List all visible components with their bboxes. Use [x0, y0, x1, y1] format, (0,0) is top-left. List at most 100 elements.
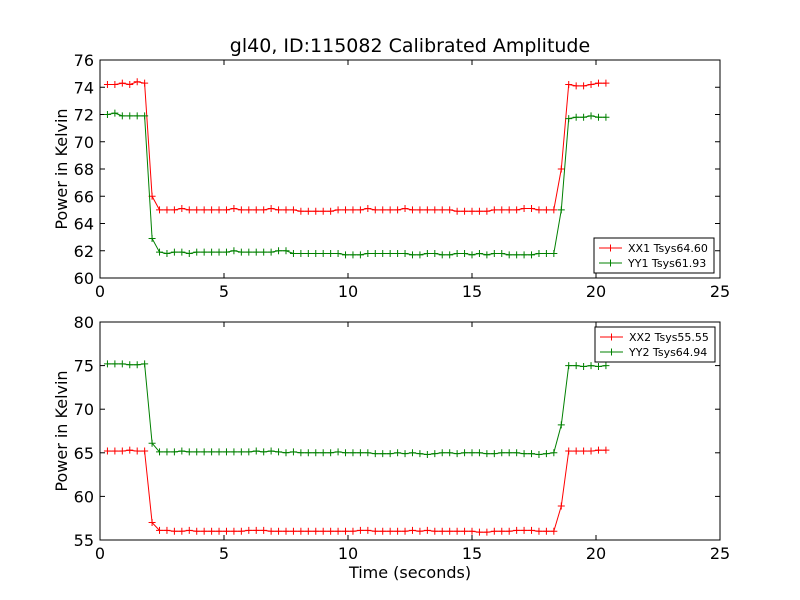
data-point-marker	[416, 527, 424, 535]
data-point-marker	[304, 449, 312, 457]
y-tick-label: 76	[74, 51, 94, 70]
data-point-marker	[490, 249, 498, 257]
data-point-marker	[267, 447, 275, 455]
data-point-marker	[498, 206, 506, 214]
data-point-marker	[193, 206, 201, 214]
data-point-marker	[208, 206, 216, 214]
data-point-marker	[111, 81, 119, 89]
data-point-marker	[468, 251, 476, 259]
data-point-marker	[141, 112, 149, 120]
data-point-marker	[141, 360, 149, 368]
y-axis-label: Power in Kelvin	[52, 108, 71, 229]
data-point-marker	[505, 527, 513, 535]
data-point-marker	[416, 450, 424, 458]
y-tick-label: 65	[74, 444, 94, 463]
data-point-marker	[483, 450, 491, 458]
data-point-marker	[557, 165, 565, 173]
data-point-marker	[520, 526, 528, 534]
x-tick-label: 15	[462, 282, 482, 301]
data-point-marker	[349, 206, 357, 214]
data-point-marker	[118, 447, 126, 455]
data-point-marker	[230, 527, 238, 535]
data-point-marker	[185, 448, 193, 456]
data-point-marker	[319, 207, 327, 215]
data-point-marker	[170, 527, 178, 535]
data-point-marker	[126, 112, 134, 120]
data-point-marker	[289, 527, 297, 535]
data-point-marker	[342, 527, 350, 535]
data-point-marker	[587, 447, 595, 455]
data-point-marker	[371, 249, 379, 257]
data-point-marker	[371, 527, 379, 535]
data-point-marker	[334, 527, 342, 535]
data-point-marker	[230, 205, 238, 213]
data-point-marker	[580, 362, 588, 370]
data-point-marker	[267, 205, 275, 213]
data-point-marker	[170, 448, 178, 456]
data-point-marker	[446, 449, 454, 457]
x-tick-label: 0	[95, 544, 105, 563]
data-point-marker	[594, 79, 602, 87]
data-point-marker	[148, 234, 156, 242]
data-point-marker	[156, 448, 164, 456]
data-point-marker	[408, 449, 416, 457]
data-point-marker	[356, 251, 364, 259]
data-point-marker	[453, 207, 461, 215]
data-point-marker	[364, 205, 372, 213]
data-point-marker	[282, 449, 290, 457]
data-point-marker	[542, 206, 550, 214]
data-point-marker	[163, 206, 171, 214]
data-point-marker	[126, 361, 134, 369]
legend-marker	[607, 244, 614, 252]
data-point-marker	[565, 115, 573, 123]
y-tick-label: 70	[74, 400, 94, 419]
legend-marker	[607, 259, 614, 267]
data-point-marker	[498, 449, 506, 457]
data-point-marker	[327, 527, 335, 535]
data-point-marker	[111, 360, 119, 368]
data-point-marker	[282, 206, 290, 214]
data-point-marker	[178, 205, 186, 213]
data-point-marker	[275, 527, 283, 535]
data-point-marker	[431, 206, 439, 214]
data-point-marker	[185, 526, 193, 534]
data-point-marker	[565, 362, 573, 370]
data-point-marker	[408, 251, 416, 259]
data-point-marker	[334, 206, 342, 214]
data-point-marker	[156, 248, 164, 256]
data-point-marker	[200, 527, 208, 535]
data-point-marker	[572, 82, 580, 90]
data-point-marker	[416, 206, 424, 214]
data-point-marker	[245, 248, 253, 256]
data-point-marker	[394, 527, 402, 535]
data-point-marker	[356, 526, 364, 534]
data-point-marker	[483, 251, 491, 259]
data-point-marker	[550, 249, 558, 257]
data-point-marker	[141, 79, 149, 87]
data-point-marker	[260, 526, 268, 534]
data-point-marker	[111, 109, 119, 117]
data-point-marker	[475, 207, 483, 215]
legend-label: XX1 Tsys64.60	[628, 242, 708, 255]
y-tick-label: 66	[74, 187, 94, 206]
data-point-marker	[550, 206, 558, 214]
data-point-marker	[461, 449, 469, 457]
data-point-marker	[513, 526, 521, 534]
data-point-marker	[356, 206, 364, 214]
x-tick-label: 25	[710, 282, 730, 301]
data-point-marker	[386, 450, 394, 458]
data-point-marker	[453, 527, 461, 535]
data-point-marker	[267, 527, 275, 535]
data-point-marker	[252, 447, 260, 455]
data-point-marker	[215, 206, 223, 214]
data-point-marker	[423, 526, 431, 534]
data-point-marker	[252, 248, 260, 256]
data-point-marker	[178, 527, 186, 535]
data-point-marker	[200, 206, 208, 214]
data-point-marker	[252, 526, 260, 534]
data-point-marker	[475, 249, 483, 257]
data-point-marker	[208, 527, 216, 535]
data-point-marker	[356, 449, 364, 457]
data-point-marker	[178, 248, 186, 256]
data-point-marker	[535, 206, 543, 214]
